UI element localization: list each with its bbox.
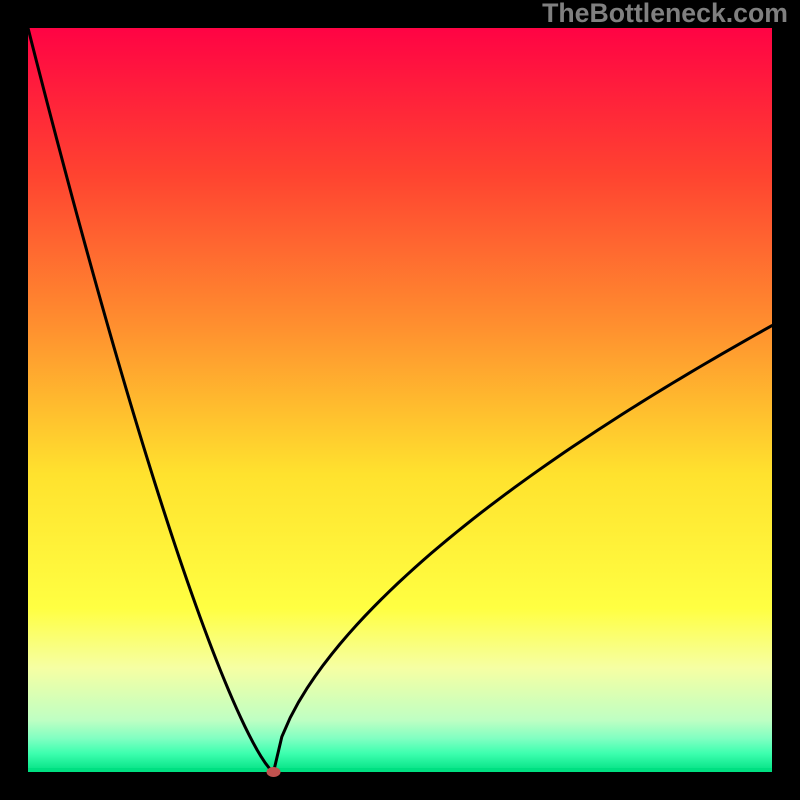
min-marker xyxy=(267,767,281,777)
chart-container: TheBottleneck.com xyxy=(0,0,800,800)
plot-area xyxy=(28,28,772,772)
baseline-strip xyxy=(28,768,772,772)
watermark-text: TheBottleneck.com xyxy=(542,0,788,27)
bottleneck-chart xyxy=(0,0,800,800)
